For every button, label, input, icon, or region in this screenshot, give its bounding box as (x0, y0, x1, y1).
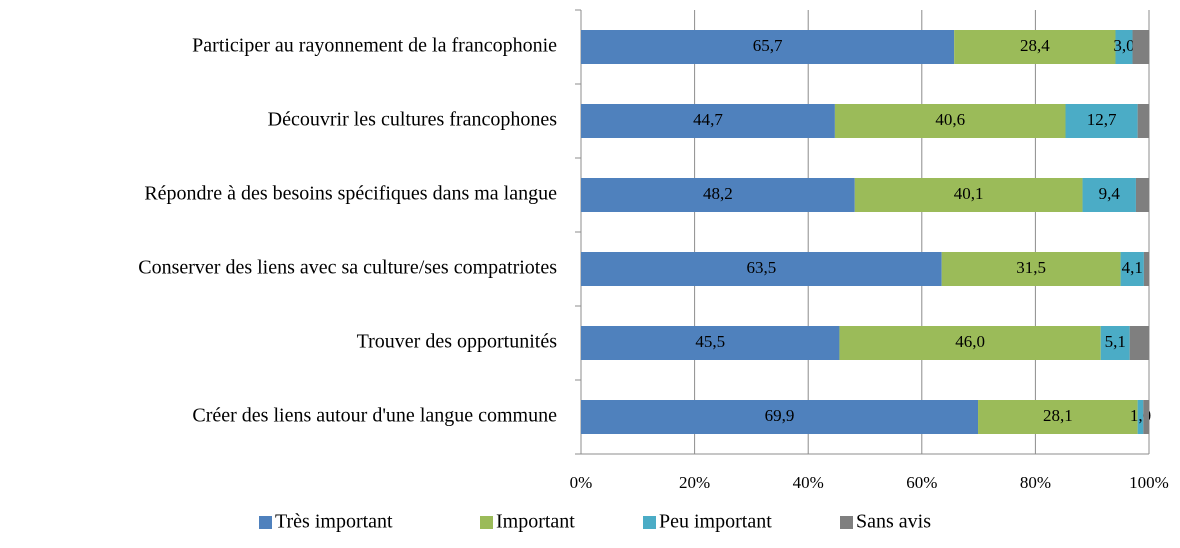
legend-swatch (259, 516, 272, 529)
category-label: Répondre à des besoins spécifiques dans … (144, 183, 557, 205)
category-label: Trouver des opportunités (357, 331, 558, 353)
legend-swatch (643, 516, 656, 529)
bar-segment (839, 326, 1101, 360)
value-label: 48,2 (703, 184, 733, 203)
value-label: 28,4 (1020, 36, 1050, 55)
x-tick-label: 60% (906, 473, 937, 492)
category-label: Conserver des liens avec sa culture/ses … (138, 257, 557, 279)
category-label: Découvrir les cultures francophones (268, 109, 558, 131)
x-tick-label: 20% (679, 473, 710, 492)
value-label: 31,5 (1016, 258, 1046, 277)
legend-label: Peu important (659, 511, 772, 533)
value-label: 12,7 (1087, 110, 1117, 129)
value-label: 65,7 (753, 36, 783, 55)
value-label: 40,6 (935, 110, 965, 129)
bar-segment (941, 252, 1121, 286)
value-label: 3,0 (1113, 36, 1134, 55)
value-label: 63,5 (746, 258, 776, 277)
legend-label: Sans avis (856, 511, 931, 533)
bar-segment (581, 104, 835, 138)
bar-segment (954, 30, 1116, 64)
category-label: Créer des liens autour d'une langue comm… (192, 405, 557, 427)
bar-segment (834, 104, 1066, 138)
bar-segment (1137, 400, 1144, 434)
value-label: 4,1 (1122, 258, 1143, 277)
value-label: 28,1 (1043, 406, 1073, 425)
bar-segment (1143, 400, 1149, 434)
value-label: 46,0 (955, 332, 985, 351)
legend-swatch (840, 516, 853, 529)
x-tick-label: 40% (793, 473, 824, 492)
x-tick-label: 80% (1020, 473, 1051, 492)
bar-segment (1135, 178, 1149, 212)
bar-segment (1143, 252, 1149, 286)
bar-segment (581, 178, 855, 212)
x-tick-label: 0% (570, 473, 593, 492)
value-label: 69,9 (765, 406, 795, 425)
value-label: 5,1 (1105, 332, 1126, 351)
bar-segment (1065, 104, 1138, 138)
bar-segment (1120, 252, 1144, 286)
bar-segment (1129, 326, 1149, 360)
value-label: 9,4 (1099, 184, 1121, 203)
legend-label: Important (496, 511, 575, 533)
bar-segment (581, 252, 942, 286)
bar-segment (1137, 104, 1149, 138)
legend-swatch (480, 516, 493, 529)
value-label: 40,1 (954, 184, 984, 203)
bar-segment (581, 400, 979, 434)
bar-segment (1100, 326, 1130, 360)
bar-segment (1132, 30, 1149, 64)
bar-segment (581, 30, 955, 64)
category-label: Participer au rayonnement de la francoph… (192, 35, 557, 57)
value-label: 44,7 (693, 110, 723, 129)
bar-segment (1115, 30, 1133, 64)
value-label: 45,5 (695, 332, 725, 351)
bar-segment (1082, 178, 1136, 212)
x-tick-label: 100% (1129, 473, 1169, 492)
bar-segment (978, 400, 1138, 434)
bar-segment (581, 326, 840, 360)
legend-label: Très important (275, 511, 393, 533)
bar-segment (854, 178, 1083, 212)
